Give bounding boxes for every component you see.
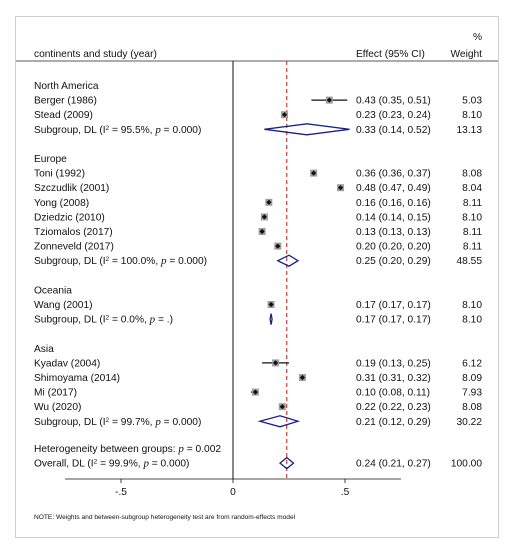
subgroup-weight: 48.55 <box>457 256 483 267</box>
study-label: Berger (1986) <box>34 96 97 107</box>
study-label: Stead (2009) <box>34 110 93 121</box>
subgroup-ci-text: 0.25 (0.20, 0.29) <box>356 256 431 267</box>
study-ci-text: 0.31 (0.31, 0.32) <box>356 373 431 384</box>
subgroup-weight: 8.10 <box>462 315 482 326</box>
subgroup-diamond <box>269 313 273 325</box>
subgroup-diamond <box>264 123 350 136</box>
group-heading: Europe <box>34 154 67 165</box>
overall-diamond <box>279 456 295 470</box>
subgroup-label: Subgroup, DL (I2 = 95.5%, p = 0.000) <box>34 124 201 136</box>
header-study: continents and study (year) <box>34 49 157 60</box>
study-weight: 8.11 <box>463 227 482 238</box>
footnote: NOTE: Weights and between-subgroup heter… <box>34 514 296 521</box>
subgroup-ci-text: 0.33 (0.14, 0.52) <box>356 125 431 136</box>
subgroup-ci-text: 0.17 (0.17, 0.17) <box>356 315 431 326</box>
study-point <box>326 97 332 103</box>
study-label: Wu (2020) <box>34 402 81 413</box>
study-point <box>337 185 344 191</box>
overall-weight: 100.00 <box>451 459 482 470</box>
subgroup-label: Subgroup, DL (I2 = 0.0%, p = .) <box>34 314 173 326</box>
study-ci-text: 0.10 (0.08, 0.11) <box>356 388 430 399</box>
group-heading: Asia <box>34 344 54 355</box>
study-point <box>279 404 285 410</box>
study-point <box>259 228 265 235</box>
study-ci-text: 0.19 (0.13, 0.25) <box>356 358 431 369</box>
subgroup-diamond <box>257 415 301 428</box>
subgroup-ci-text: 0.21 (0.12, 0.29) <box>356 417 431 428</box>
study-point <box>311 170 317 176</box>
study-weight: 8.08 <box>462 402 482 413</box>
study-weight: 8.11 <box>463 198 482 209</box>
header-weight: Weight <box>450 49 482 60</box>
subgroup-weight: 13.13 <box>457 125 483 136</box>
subgroup-label: Subgroup, DL (I2 = 99.7%, p = 0.000) <box>34 416 201 428</box>
study-weight: 7.93 <box>462 388 482 399</box>
study-label: Mi (2017) <box>34 388 77 399</box>
subgroup-diamond <box>276 254 300 267</box>
study-ci-text: 0.20 (0.20, 0.20) <box>356 242 431 253</box>
study-weight: 8.10 <box>462 212 482 223</box>
study-weight: 6.12 <box>462 358 482 369</box>
study-label: Szczudlik (2001) <box>34 183 109 194</box>
group-heading: North America <box>34 81 99 92</box>
study-ci-text: 0.48 (0.47, 0.49) <box>356 183 431 194</box>
study-point <box>272 360 279 366</box>
study-ci-text: 0.36 (0.36, 0.37) <box>356 169 431 180</box>
study-weight: 8.09 <box>462 373 482 384</box>
forest-plot-frame: % continents and study (year) Effect (95% … <box>15 16 499 538</box>
study-ci-text: 0.23 (0.23, 0.24) <box>356 110 431 121</box>
study-weight: 8.10 <box>462 300 482 311</box>
study-point <box>299 374 306 381</box>
weight-header-percent: % <box>473 32 482 43</box>
study-point <box>261 214 267 220</box>
study-weight: 8.11 <box>463 242 482 253</box>
study-label: Shimoyama (2014) <box>34 373 120 384</box>
study-ci-text: 0.16 (0.16, 0.16) <box>356 198 431 209</box>
study-point <box>281 112 288 118</box>
study-label: Toni (1992) <box>34 169 85 180</box>
study-ci-text: 0.14 (0.14, 0.15) <box>356 212 431 223</box>
overall-label: Overall, DL (I2 = 99.9%, p = 0.000) <box>34 458 189 470</box>
study-ci-text: 0.13 (0.13, 0.13) <box>356 227 431 238</box>
subgroup-label: Subgroup, DL (I2 = 100.0%, p = 0.000) <box>34 255 207 267</box>
study-label: Yong (2008) <box>34 198 89 209</box>
study-label: Dziedzic (2010) <box>34 212 105 223</box>
study-label: Wang (2001) <box>34 300 93 311</box>
forest-plot: % continents and study (year) Effect (95% … <box>16 32 498 521</box>
study-weight: 5.03 <box>462 96 482 107</box>
study-point <box>252 389 258 395</box>
x-tick-label: 0 <box>230 487 236 498</box>
study-weight: 8.08 <box>462 169 482 180</box>
study-label: Tziomalos (2017) <box>34 227 113 238</box>
heterogeneity-label: Heterogeneity between groups: p = 0.002 <box>34 443 221 455</box>
study-label: Kyadav (2004) <box>34 358 100 369</box>
subgroup-weight: 30.22 <box>457 417 483 428</box>
x-tick-label: .5 <box>341 487 350 498</box>
study-ci-text: 0.22 (0.22, 0.23) <box>356 402 431 413</box>
x-tick-label: -.5 <box>115 487 127 498</box>
header-effect: Effect (95% CI) <box>356 49 425 60</box>
study-weight: 8.10 <box>462 110 482 121</box>
group-heading: Oceania <box>34 285 72 296</box>
study-ci-text: 0.43 (0.35, 0.51) <box>356 96 431 107</box>
study-ci-text: 0.17 (0.17, 0.17) <box>356 300 431 311</box>
study-point <box>275 243 281 249</box>
overall-ci-text: 0.24 (0.21, 0.27) <box>356 459 431 470</box>
study-weight: 8.04 <box>462 183 482 194</box>
study-label: Zonneveld (2017) <box>34 242 114 253</box>
